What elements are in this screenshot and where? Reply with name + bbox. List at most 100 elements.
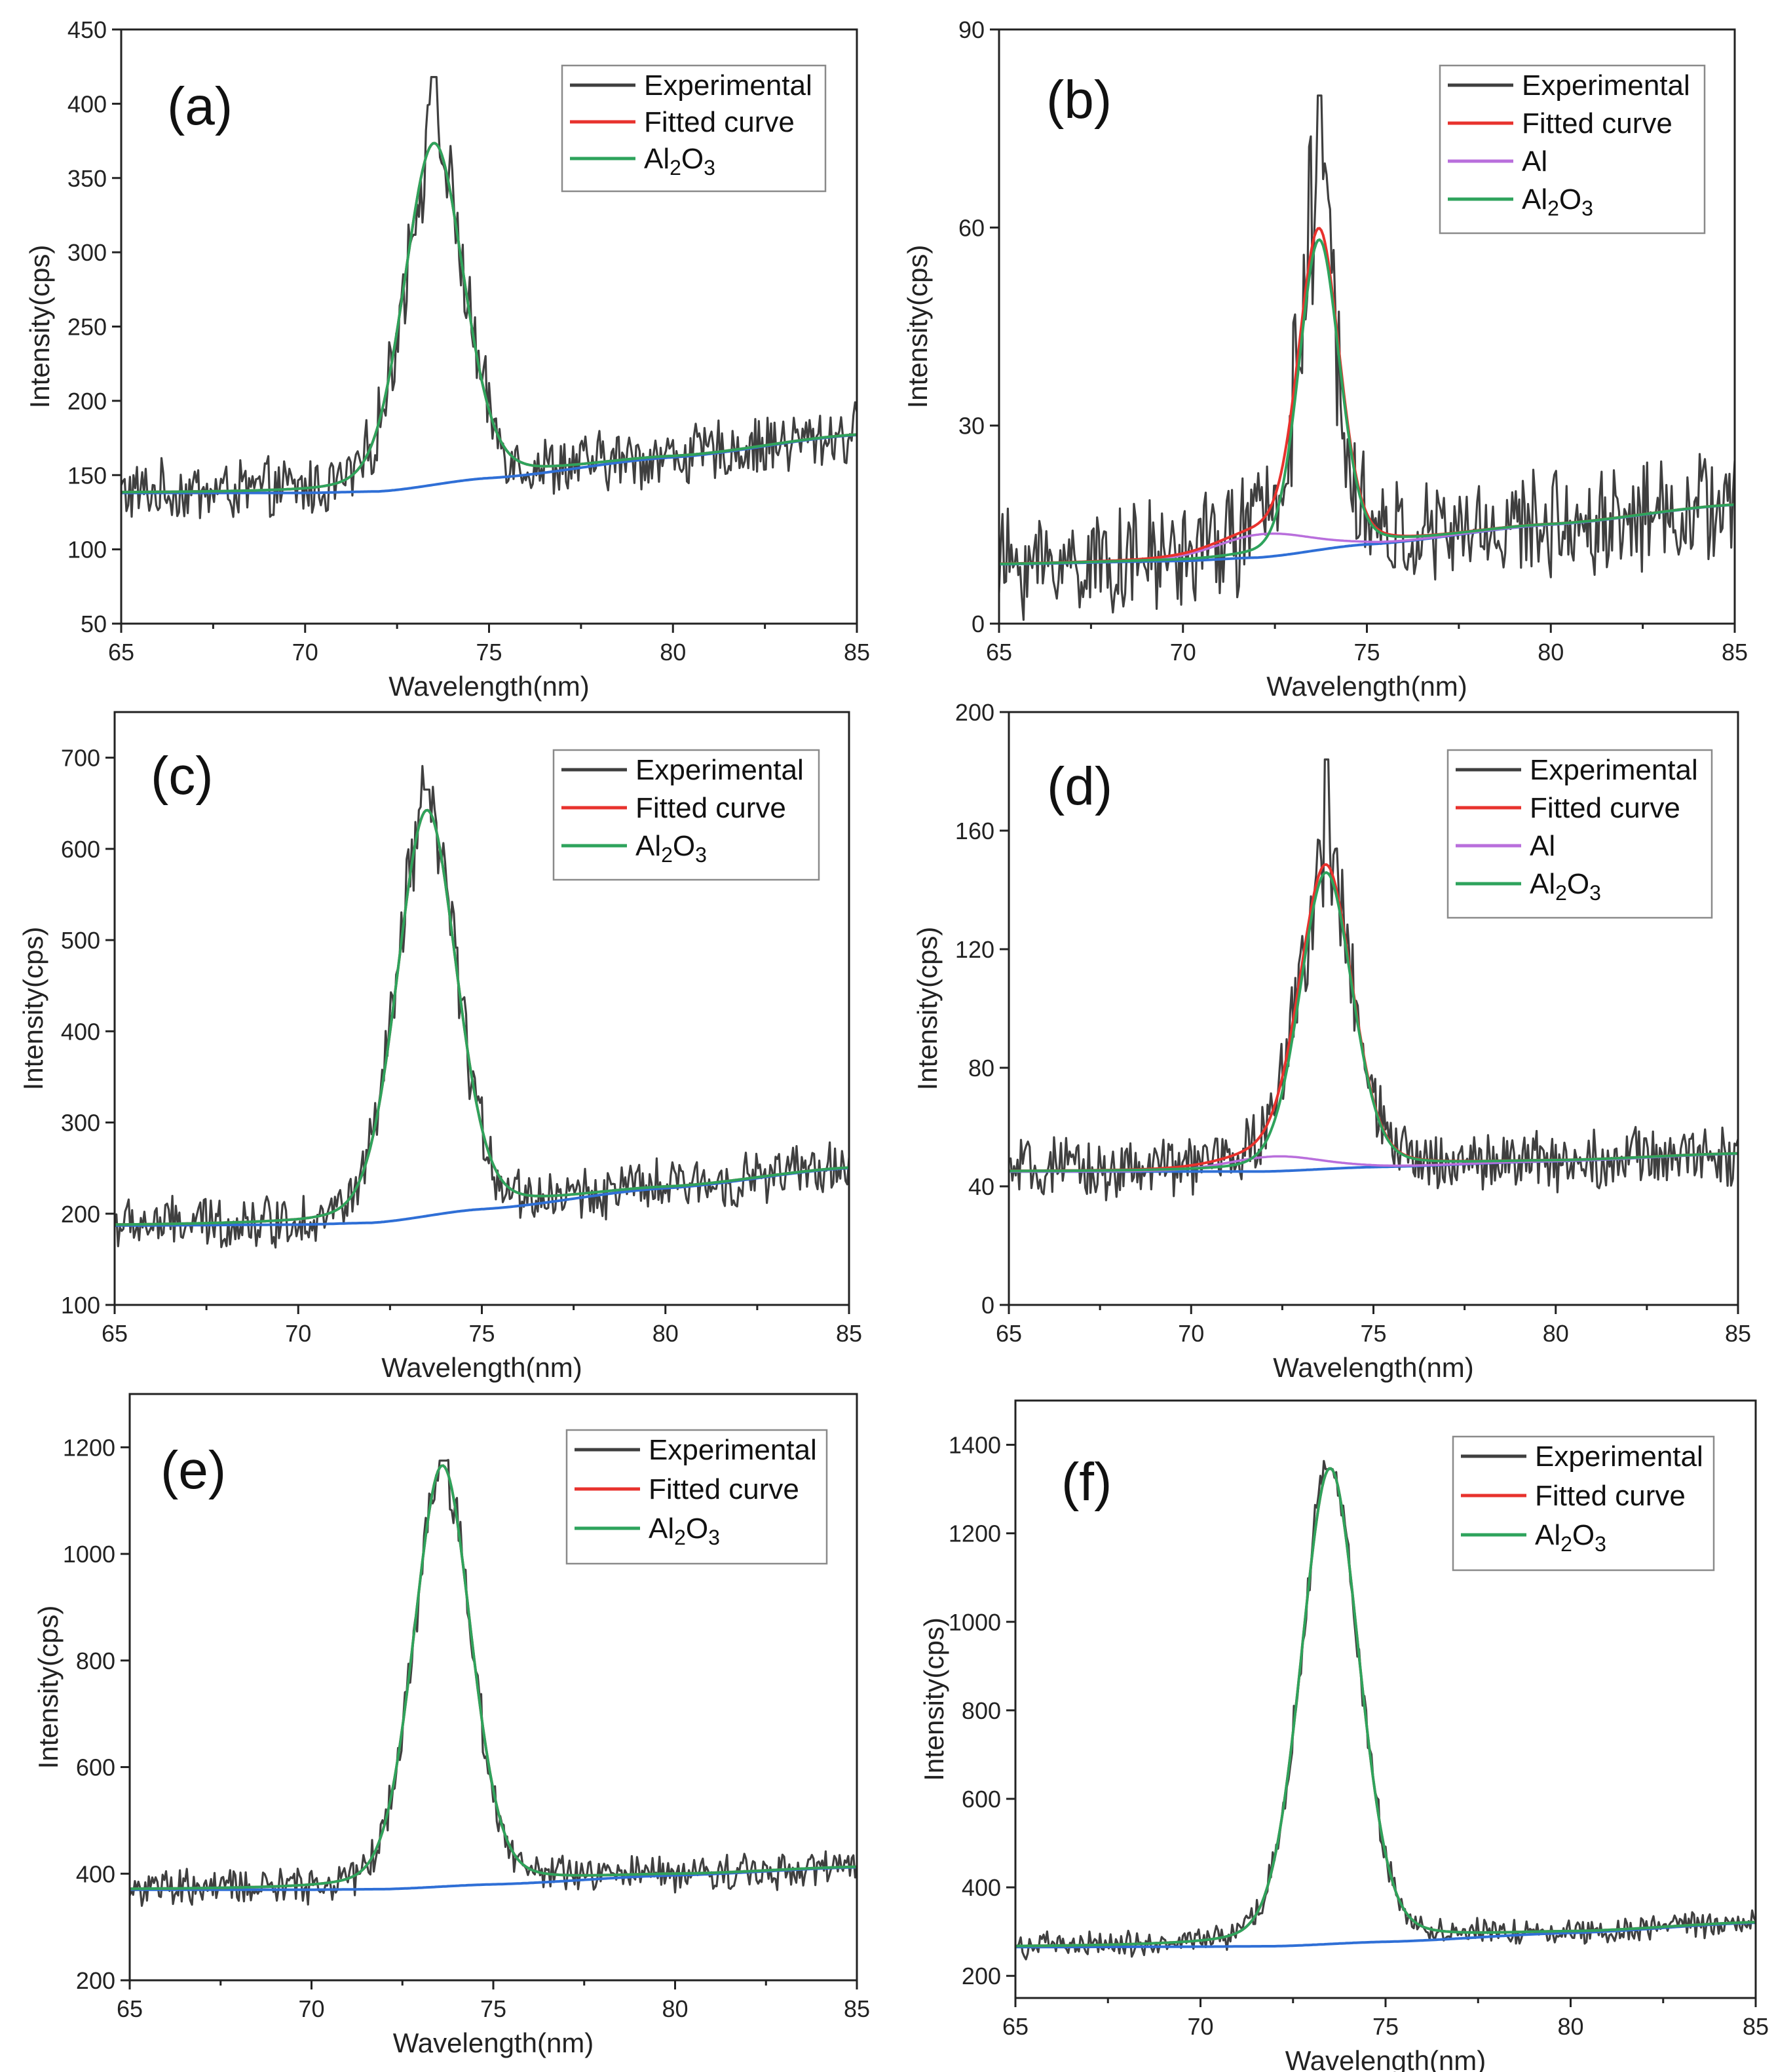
y-tick-label: 1200 [949, 1520, 1001, 1547]
legend-label: Al2O3 [635, 830, 707, 867]
legend-label: Al [1530, 830, 1555, 862]
y-tick-label: 600 [76, 1754, 115, 1781]
legend-label: Experimental [1535, 1441, 1703, 1473]
legend-box [1452, 1435, 1715, 1572]
x-axis-title: Wavelength(nm) [1266, 671, 1467, 702]
series-group [121, 76, 857, 519]
legend-label: Al2O3 [1530, 868, 1601, 905]
y-tick-label: 400 [67, 90, 107, 117]
y-tick-label: 350 [67, 165, 107, 192]
panel-label: (b) [1046, 70, 1112, 130]
x-tick-label: 80 [652, 1320, 679, 1347]
panel-label: (a) [167, 77, 233, 136]
panel-label: (f) [1061, 1452, 1112, 1512]
x-tick-label: 65 [117, 1995, 143, 2022]
y-axis-title: Intensity(cps) [912, 927, 943, 1091]
panel-label: (c) [151, 746, 214, 806]
series-al2o3 [1009, 871, 1738, 1173]
y-tick-label: 160 [955, 818, 994, 844]
y-axis-title: Intensity(cps) [33, 1606, 64, 1769]
x-tick-label: 70 [1178, 1320, 1204, 1347]
x-tick-label: 85 [836, 1320, 862, 1347]
x-tick-label: 85 [1722, 639, 1748, 666]
legend-label: Fitted curve [1535, 1480, 1686, 1512]
x-tick-label: 75 [480, 1995, 506, 2022]
x-tick-label: 85 [1725, 1320, 1751, 1347]
chart-panel-e: 65 70 75 80 85 200 400 600 800 1000 1200 Wavelength… [33, 1393, 870, 2058]
x-tick-label: 80 [660, 639, 686, 666]
x-axis-title: Wavelength(nm) [381, 1352, 582, 1383]
series-al2o3 [130, 1464, 857, 1891]
series-fitted-curve [121, 141, 857, 494]
legend: Experimental Fitted curve Al2O3 [565, 1429, 828, 1565]
y-tick-label: 100 [61, 1292, 100, 1319]
legend: Experimental Fitted curve Al2O3 [1452, 1435, 1715, 1572]
x-tick-label: 80 [1543, 1320, 1569, 1347]
series-group [130, 1459, 857, 1907]
x-tick-label: 65 [108, 639, 134, 666]
y-tick-label: 200 [955, 699, 994, 726]
plot-frame [998, 28, 1736, 625]
y-tick-label: 0 [981, 1292, 994, 1319]
series-al2o3 [115, 808, 849, 1226]
legend: Experimental Fitted curve Al Al2O3 [1439, 64, 1706, 235]
x-tick-label: 70 [298, 1995, 324, 2022]
legend-label: Fitted curve [649, 1473, 799, 1505]
x-axis-title: Wavelength(nm) [1273, 1352, 1474, 1383]
x-tick-label: 75 [476, 639, 502, 666]
chart-panel-a: 65 70 75 80 85 50 100 150 200 250 300 350 400 450 Wave… [24, 16, 870, 702]
x-tick-label: 65 [1002, 2013, 1029, 2040]
y-tick-label: 1400 [949, 1432, 1001, 1459]
y-axis-title: Intensity(cps) [18, 927, 48, 1091]
panel-label: (e) [161, 1441, 226, 1500]
legend-box [552, 749, 820, 881]
y-axis-title: Intensity(cps) [902, 245, 933, 409]
y-tick-label: 300 [67, 239, 107, 266]
x-tick-label: 70 [285, 1320, 311, 1347]
y-tick-label: 1200 [63, 1434, 115, 1461]
y-tick-label: 450 [67, 16, 107, 43]
y-tick-label: 200 [962, 1963, 1001, 1989]
legend-label: Al2O3 [1535, 1519, 1606, 1556]
x-tick-label: 70 [292, 639, 318, 666]
legend-label: Al [1522, 145, 1547, 178]
x-tick-label: 75 [1372, 2013, 1399, 2040]
y-tick-label: 1000 [63, 1541, 115, 1568]
y-tick-label: 150 [67, 462, 107, 489]
series-experimental [121, 76, 857, 519]
legend-label: Fitted curve [1522, 107, 1672, 140]
legend: Experimental Fitted curve Al2O3 [561, 64, 827, 193]
legend-label: Experimental [644, 69, 812, 102]
x-tick-label: 70 [1187, 2013, 1213, 2040]
plot-frame [1008, 711, 1739, 1306]
y-tick-label: 500 [61, 927, 100, 954]
series-group [1009, 758, 1738, 1201]
x-axis-title: Wavelength(nm) [393, 2027, 594, 2058]
legend-label: Fitted curve [644, 106, 795, 138]
legend-label: Experimental [1530, 754, 1698, 786]
series-group [999, 94, 1735, 621]
y-tick-label: 0 [972, 611, 985, 637]
y-tick-label: 250 [67, 314, 107, 341]
x-tick-label: 70 [1170, 639, 1196, 666]
x-axis-title: Wavelength(nm) [388, 671, 590, 702]
series-experimental [115, 764, 849, 1249]
plot-frame [1014, 1399, 1757, 1999]
chart-panel-d: 65 70 75 80 85 0 40 80 120 160 200 Wavelength(nm) In… [912, 699, 1751, 1383]
x-tick-label: 85 [844, 639, 870, 666]
legend-label: Al2O3 [644, 143, 715, 179]
x-tick-label: 65 [996, 1320, 1022, 1347]
series-group [115, 764, 849, 1249]
y-tick-label: 30 [958, 413, 985, 440]
y-tick-label: 200 [61, 1201, 100, 1228]
series-group [1015, 1460, 1756, 1961]
legend: Experimental Fitted curve Al2O3 [552, 749, 820, 881]
y-tick-label: 600 [962, 1786, 1001, 1813]
y-tick-label: 200 [76, 1967, 115, 1994]
y-tick-label: 400 [76, 1860, 115, 1887]
legend: Experimental Fitted curve Al Al2O3 [1446, 749, 1713, 919]
y-tick-label: 800 [76, 1648, 115, 1674]
legend-label: Experimental [1522, 69, 1690, 102]
plot-frame [113, 711, 850, 1306]
